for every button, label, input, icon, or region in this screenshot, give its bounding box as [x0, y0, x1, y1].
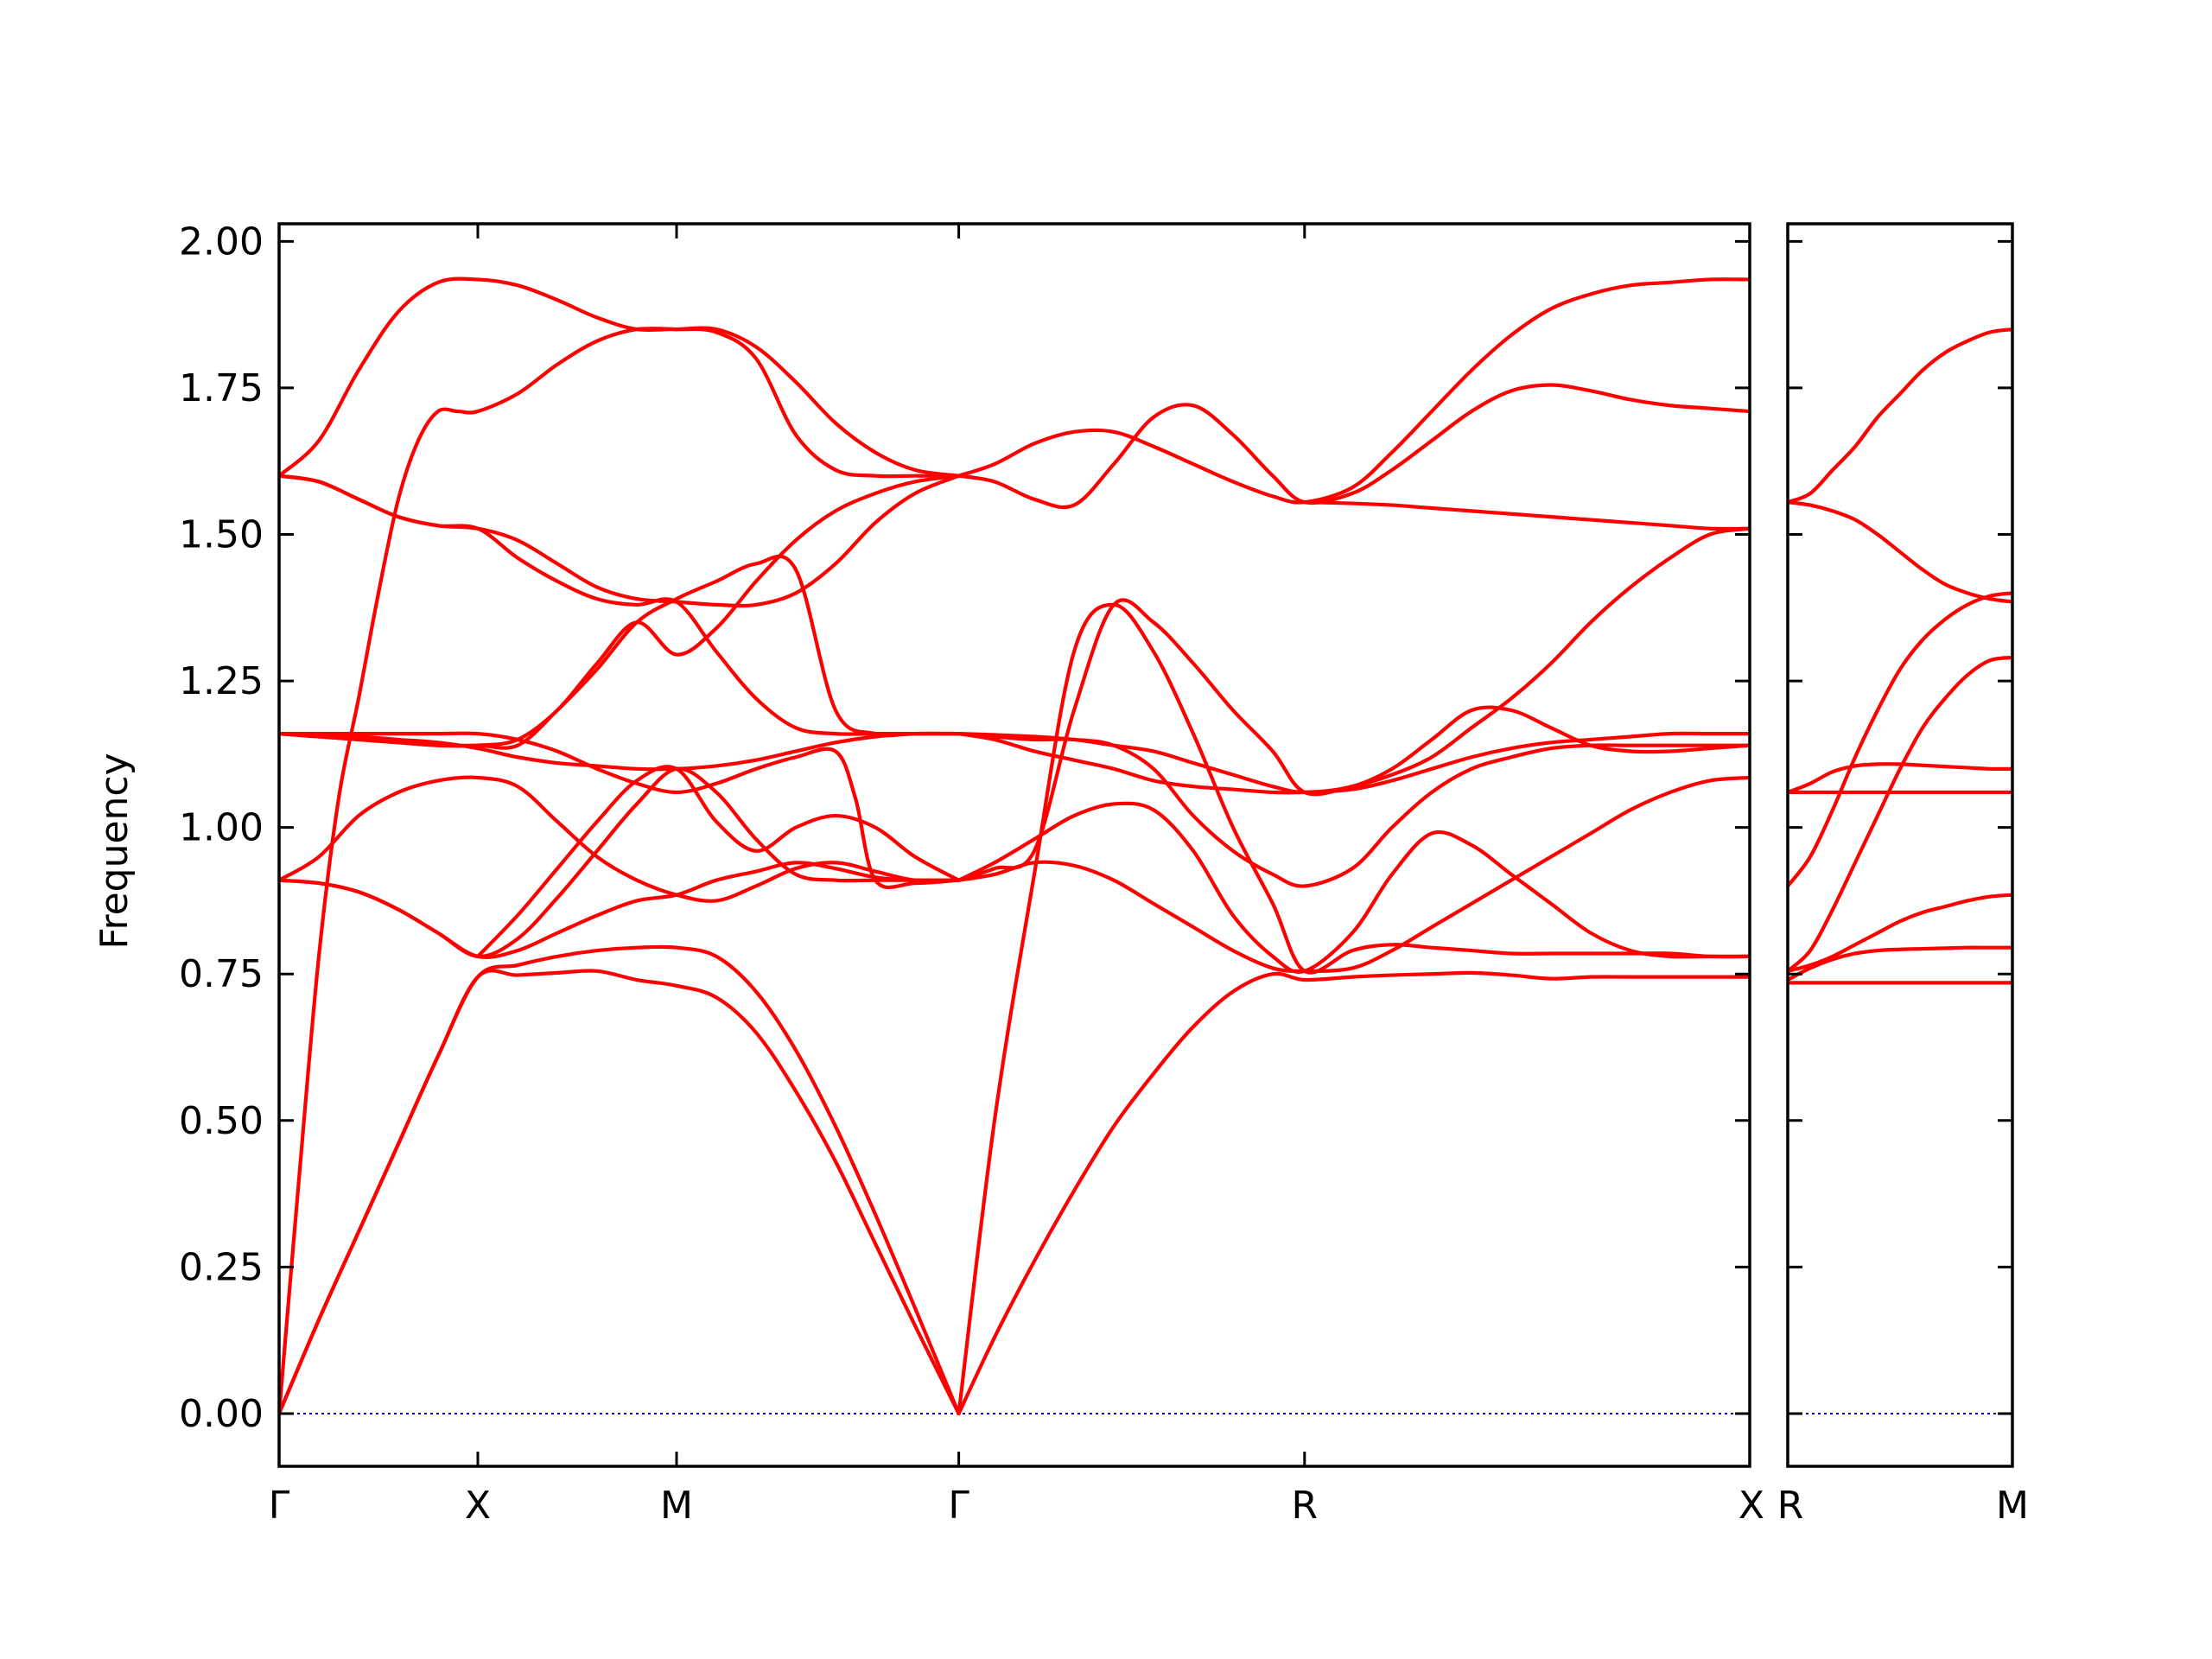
band-line-3	[279, 326, 679, 1416]
band-line-2	[279, 944, 961, 1416]
band-line-17	[957, 602, 1750, 1416]
band-line-25	[957, 526, 1750, 882]
band-line-16	[957, 970, 1750, 1416]
y-tick-label: 2.00	[179, 219, 264, 264]
band-line-7	[1788, 762, 2012, 795]
x-tick-label: Γ	[269, 1484, 290, 1528]
band-line-8	[279, 731, 961, 890]
y-tick-label: 0.75	[179, 952, 264, 996]
panels-layer: 0.00 0.25 0.50 0.75 1.00 1.25 1.50 1.75 2.00 Γ X M Γ…	[179, 219, 2029, 1528]
x-tick-label: R	[1777, 1484, 1804, 1528]
band-line-26	[1302, 500, 1750, 531]
band-line-2	[1788, 945, 2012, 982]
y-tick-label: 0.00	[179, 1392, 264, 1436]
band-line-8	[1788, 500, 2012, 604]
band-line-12	[279, 775, 961, 903]
band-line-23	[957, 383, 1750, 510]
band-line-5	[1788, 591, 2012, 888]
band-line-4	[279, 276, 961, 479]
band-line-10	[279, 474, 961, 748]
x-tick-label: X	[465, 1484, 491, 1528]
band-line-4	[1788, 655, 2012, 973]
y-tick-label: 0.25	[179, 1245, 264, 1289]
x-tick-label: M	[660, 1484, 693, 1528]
x-tick-label: Γ	[948, 1484, 969, 1528]
y-axis-title: Frequency	[92, 753, 137, 949]
main-panel: 0.00 0.25 0.50 0.75 1.00 1.25 1.50 1.75 2.00 Γ X M Γ…	[179, 219, 1764, 1528]
band-line-3	[1788, 893, 2012, 973]
band-line-19	[957, 801, 1750, 974]
x-tick-label: M	[1996, 1484, 2029, 1528]
y-tick-label: 1.50	[179, 513, 264, 557]
band-lines	[279, 276, 1750, 1416]
band-line-7	[279, 474, 961, 736]
band-line-21	[957, 731, 1750, 795]
band-line-9	[1788, 327, 2012, 505]
band-lines	[1788, 327, 2012, 985]
band-line-15	[475, 765, 961, 958]
axes-frame	[277, 222, 1751, 1468]
band-line-5	[674, 326, 961, 478]
y-tick-label: 0.50	[179, 1099, 264, 1143]
band-line-24	[957, 277, 1750, 505]
band-line-14	[279, 766, 961, 958]
x-tick-label: X	[1738, 1484, 1764, 1528]
band-line-11	[279, 731, 961, 772]
band-line-18	[957, 775, 1750, 973]
axes-frame	[1786, 222, 2014, 1468]
y-tick-label: 1.25	[179, 659, 264, 703]
y-tick-label: 1.75	[179, 366, 264, 410]
y-tick-label: 1.00	[179, 806, 264, 850]
x-tick-label: R	[1292, 1484, 1319, 1528]
